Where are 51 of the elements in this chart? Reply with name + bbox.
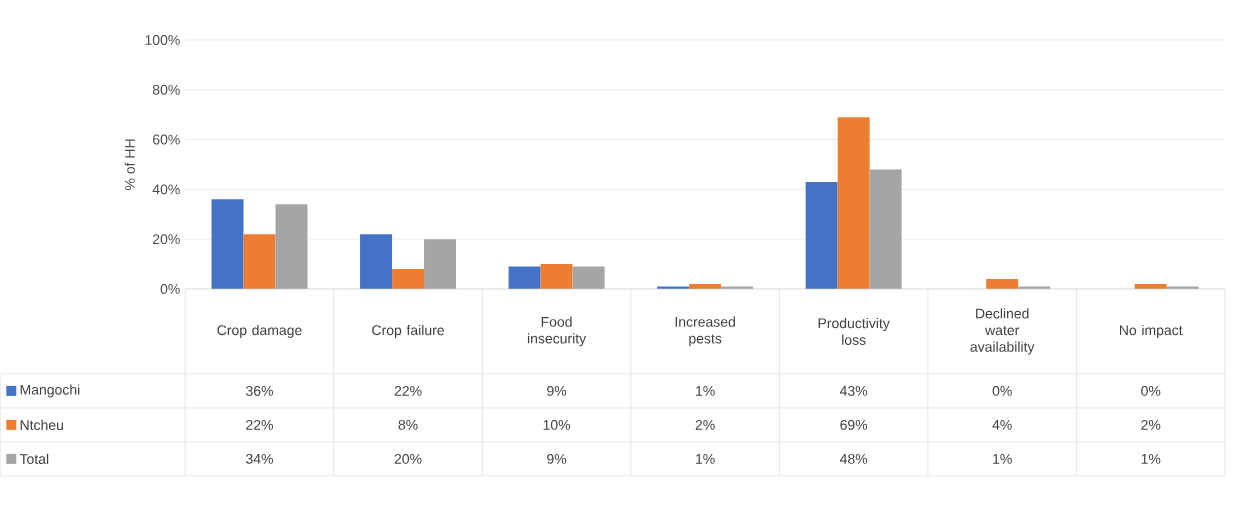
legend-label: Ntcheu (20, 419, 63, 431)
data-label: 69% (840, 420, 868, 430)
data-label: 1% (1141, 454, 1161, 464)
data-label: 22% (246, 420, 273, 430)
y-tick-label: 80% (152, 84, 180, 95)
data-label: 8% (398, 420, 418, 430)
bar (424, 239, 457, 289)
x-tick-label: Crop failure (372, 324, 444, 338)
data-label: 1% (696, 386, 715, 396)
bar (986, 279, 1019, 289)
bar (572, 266, 605, 289)
bar (837, 117, 870, 289)
bar (243, 234, 276, 289)
bar (540, 264, 573, 289)
bar (869, 169, 902, 289)
data-label: 2% (1141, 420, 1161, 430)
data-label: 2% (695, 420, 715, 430)
data-label: 1% (696, 454, 715, 464)
data-label: 0% (1141, 386, 1161, 396)
x-tick-label: Increased pests (675, 316, 735, 347)
bar (211, 199, 244, 289)
y-axis-title: % of HH (124, 139, 135, 191)
x-tick-label: Crop damage (217, 324, 302, 338)
x-tick-label: No impact (1120, 324, 1183, 338)
bar (392, 269, 425, 289)
data-label: 20% (394, 454, 422, 464)
bar (275, 204, 308, 289)
bar (360, 234, 393, 289)
bar (508, 266, 541, 289)
legend-label: Total (19, 453, 49, 465)
data-label: 36% (246, 386, 273, 396)
data-label: 4% (992, 420, 1012, 430)
y-tick-label: 100% (145, 35, 180, 46)
data-label: 48% (839, 454, 868, 464)
bar (805, 181, 838, 289)
y-tick-label: 60% (153, 134, 180, 145)
data-label: 1% (993, 454, 1012, 464)
data-label: 9% (547, 454, 567, 464)
data-label: 10% (543, 420, 571, 430)
x-tick-label: Food insecurity (527, 316, 587, 347)
x-tick-label: Declined water availability (970, 308, 1035, 355)
data-label: 0% (992, 386, 1012, 396)
data-label: 43% (839, 386, 868, 396)
x-tick-label: Productivity loss (818, 318, 890, 345)
y-tick-label: 20% (153, 234, 180, 245)
data-label: 22% (394, 386, 422, 396)
y-tick-label: 0% (160, 284, 180, 294)
data-label: 34% (246, 454, 273, 464)
legend-label: Mangochi (20, 384, 80, 398)
data-label: 9% (547, 386, 567, 396)
y-tick-label: 40% (152, 184, 180, 195)
